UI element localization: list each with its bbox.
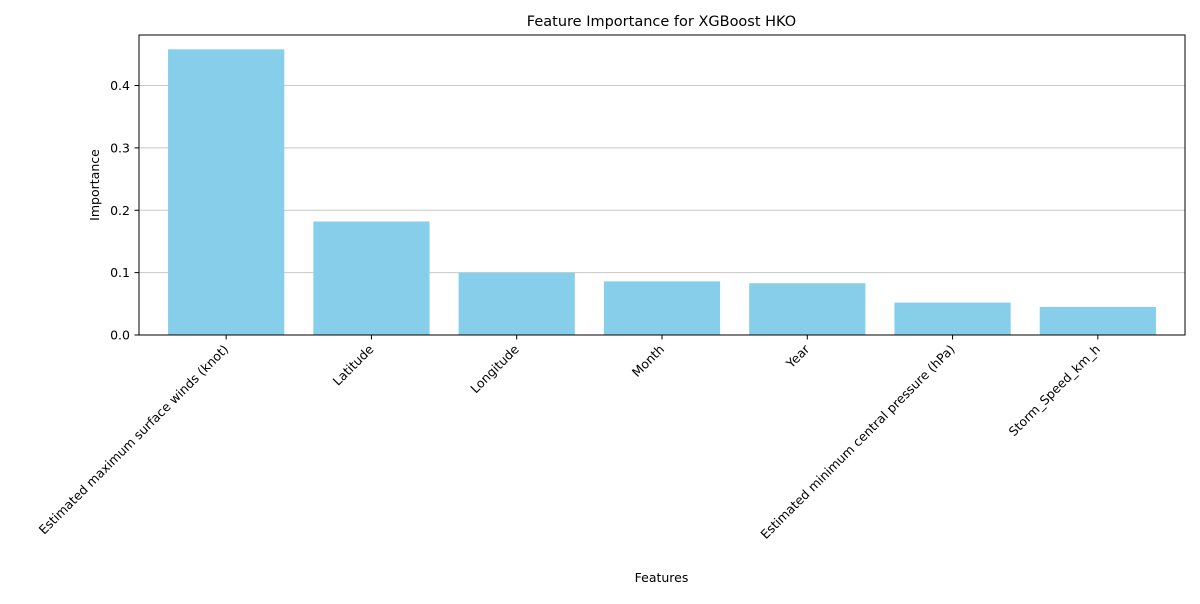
bar-0 (168, 49, 285, 335)
bars (168, 49, 1156, 335)
x-tick-label: Storm_Speed_km_h (1005, 342, 1102, 439)
x-tick-label: Year (782, 341, 813, 372)
x-tick-label: Longitude (467, 341, 522, 396)
bar-6 (1039, 306, 1156, 335)
gridlines (139, 85, 1185, 274)
y-tick-label: 0.1 (110, 265, 130, 280)
y-tick-label: 0.2 (110, 203, 130, 218)
y-tick-label: 0.3 (110, 140, 130, 155)
y-tick-label: 0.4 (110, 78, 130, 93)
x-tick-label: Month (629, 342, 667, 380)
y-tick-label: 0.0 (110, 328, 130, 343)
bar-4 (749, 283, 866, 335)
bar-2 (458, 272, 575, 335)
bar-3 (603, 281, 721, 335)
x-tick-label: Estimated minimum central pressure (hPa) (757, 342, 957, 542)
y-axis-ticks: 0.0 0.1 0.2 0.3 0.4 (110, 78, 139, 343)
chart-title: Feature Importance for XGBoost HKO (527, 14, 796, 30)
bar-1 (313, 221, 430, 335)
bar-5 (894, 302, 1011, 335)
x-axis-label: Features (635, 570, 689, 585)
x-tick-label: Latitude (330, 341, 377, 388)
x-tick-label: Estimated maximum surface winds (knot) (36, 342, 232, 538)
y-axis-label: Importance (87, 149, 102, 221)
x-axis-ticks: Estimated maximum surface winds (knot) La… (36, 335, 1103, 542)
